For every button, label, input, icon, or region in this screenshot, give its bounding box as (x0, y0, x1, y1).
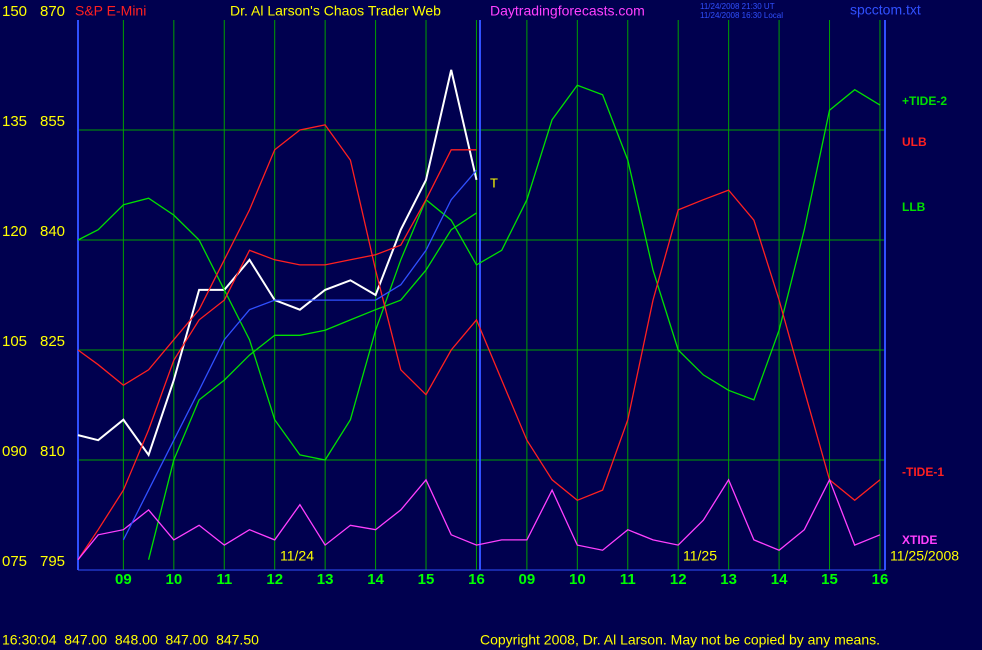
y2-tick-label: 075 (2, 553, 27, 570)
series-line (77, 478, 881, 561)
series-line (147, 212, 477, 560)
copyright: Copyright 2008, Dr. Al Larson. May not b… (480, 632, 880, 648)
x-tick-label: 11 (216, 571, 232, 588)
date-label: 11/24 (280, 548, 314, 564)
x-tick-label: 15 (821, 571, 838, 588)
y2-tick-label: 150 (2, 3, 27, 20)
y-tick-label: 825 (40, 333, 65, 350)
date-label: 11/25 (683, 548, 717, 564)
x-tick-label: 16 (872, 571, 889, 588)
y-tick-label: 840 (40, 223, 65, 240)
filename: spcctom.txt (850, 2, 921, 18)
y2-tick-label: 105 (2, 333, 27, 350)
marker: T (490, 175, 498, 190)
quote: 16:30:04 847.00 848.00 847.00 847.50 (2, 632, 259, 648)
x-tick-label: 14 (771, 571, 788, 588)
x-tick-label: 10 (165, 571, 182, 588)
x-tick-label: 10 (569, 571, 586, 588)
x-tick-label: 11 (620, 571, 636, 588)
x-tick-label: 16 (468, 571, 485, 588)
x-tick-label: 12 (670, 571, 687, 588)
legend-label: -TIDE-1 (902, 465, 944, 479)
y2-tick-label: 090 (2, 443, 27, 460)
x-tick-label: 12 (266, 571, 283, 588)
chart-title: Dr. Al Larson's Chaos Trader Web (230, 3, 441, 19)
y-tick-label: 795 (40, 553, 65, 570)
legend-label: +TIDE-2 (902, 94, 947, 108)
timestamp: 11/24/2008 16:30 Local (700, 11, 783, 20)
date-label: 11/25/2008 (890, 548, 959, 564)
y-tick-label: 810 (40, 443, 65, 460)
timestamp: 11/24/2008 21:30 UT (700, 2, 775, 11)
series-line (77, 124, 881, 502)
legend-label: ULB (902, 135, 927, 149)
x-tick-label: 13 (720, 571, 737, 588)
legend-label: LLB (902, 200, 926, 214)
series-line (77, 84, 881, 461)
y2-tick-label: 135 (2, 113, 27, 130)
y-tick-label: 870 (40, 3, 65, 20)
x-tick-label: 15 (418, 571, 435, 588)
source: Daytradingforecasts.com (490, 3, 645, 19)
x-tick-label: 09 (115, 571, 132, 588)
x-tick-label: 13 (317, 571, 334, 588)
chart-subtitle: S&P E-Mini (75, 3, 146, 19)
series-line (77, 149, 477, 561)
y-tick-label: 855 (40, 113, 65, 130)
legend-label: XTIDE (902, 533, 937, 547)
x-tick-label: 14 (367, 571, 384, 588)
x-tick-label: 09 (519, 571, 536, 588)
y2-tick-label: 120 (2, 223, 27, 240)
series-line (122, 169, 477, 541)
